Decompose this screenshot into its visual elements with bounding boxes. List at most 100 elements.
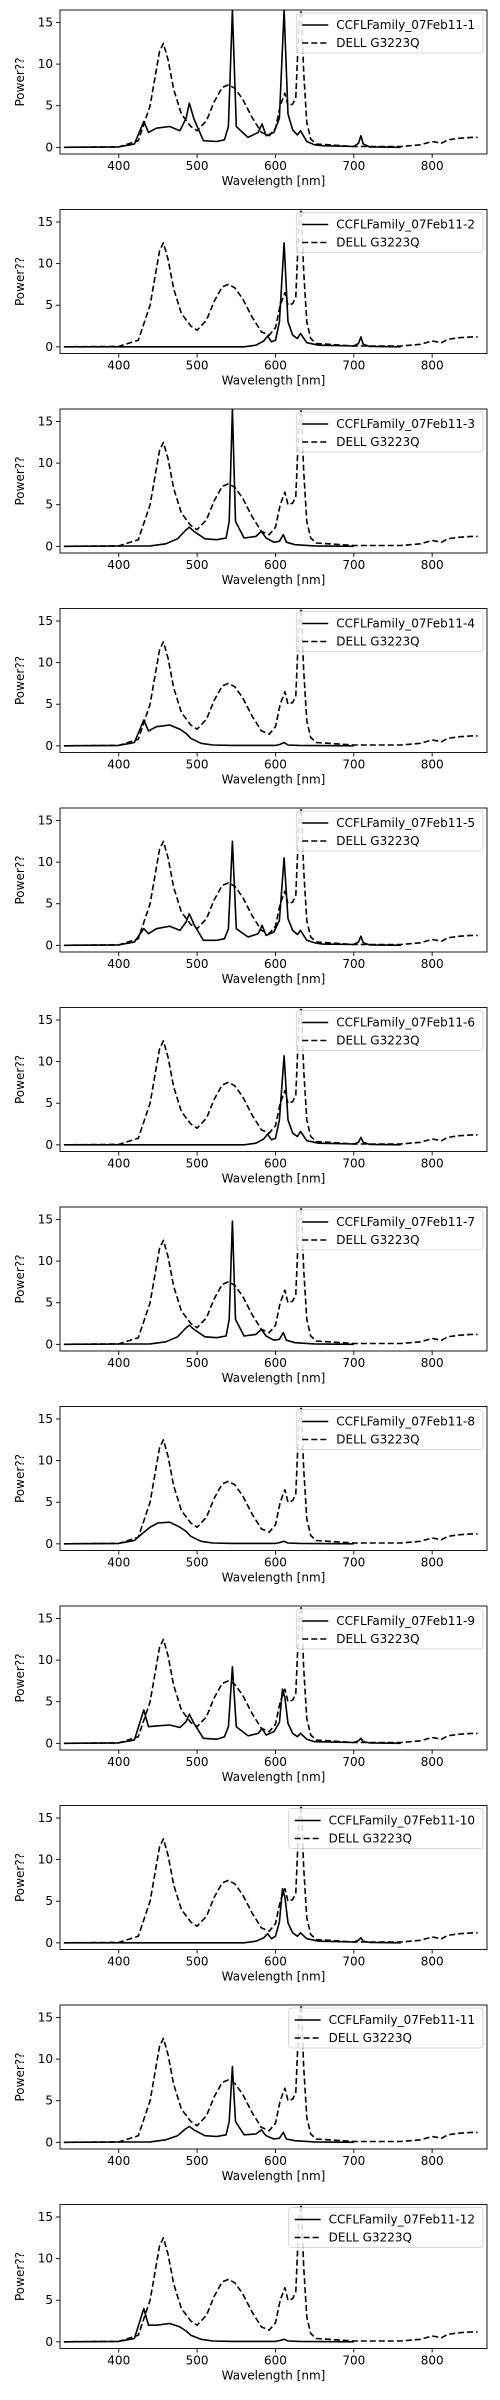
y-tick-label: 15 [38,414,53,428]
legend: CCFLFamily_07Feb11-4 DELL G3223Q [295,611,484,652]
x-tick-label: 500 [186,359,209,373]
x-tick-label: 600 [264,558,287,572]
subplot-2: 400 500 600 700 800 0 5 10 15 Wavelength [nm] Powe… [13,209,488,388]
subplot-4: 400 500 600 700 800 0 5 10 15 Wavelength [nm] Powe… [13,608,488,787]
x-axis-label: Wavelength [nm] [222,374,326,388]
x-tick-label: 400 [107,758,130,772]
y-tick-label: 15 [38,2010,53,2024]
legend-label-1: CCFLFamily_07Feb11-8 [336,1415,475,1429]
legend: CCFLFamily_07Feb11-12 DELL G3223Q [288,2207,484,2248]
y-axis-label: Power?? [13,656,27,705]
x-axis-label: Wavelength [nm] [222,1970,326,1984]
legend-label-1: CCFLFamily_07Feb11-4 [336,617,475,631]
x-tick-label: 600 [264,2354,287,2368]
x-tick-label: 400 [107,159,130,173]
subplot-12: 400 500 600 700 800 0 5 10 15 Wavelength [nm] Powe… [13,2204,488,2383]
subplot-8: 400 500 600 700 800 0 5 10 15 Wavelength [nm] Powe… [13,1406,488,1585]
series-line-1 [63,10,401,149]
x-tick-label: 800 [421,957,444,971]
y-tick-label: 15 [38,813,53,827]
legend: CCFLFamily_07Feb11-1 DELL G3223Q [295,12,484,54]
series-line-2 [63,10,478,149]
series-line-1 [63,1055,401,1146]
subplot-7: 400 500 600 700 800 0 5 10 15 Wavelength [nm] Powe… [13,1206,488,1385]
legend: CCFLFamily_07Feb11-3 DELL G3223Q [295,411,484,453]
y-tick-label: 5 [45,897,53,911]
x-tick-label: 800 [421,359,444,373]
x-tick-label: 500 [186,758,209,772]
x-tick-label: 400 [107,1556,130,1570]
x-tick-label: 600 [264,1157,287,1171]
x-tick-label: 500 [186,2154,209,2168]
legend: CCFLFamily_07Feb11-2 DELL G3223Q [295,212,484,253]
x-tick-label: 500 [186,957,209,971]
x-tick-label: 700 [342,159,365,173]
legend-box [295,1608,484,1650]
legend: CCFLFamily_07Feb11-6 DELL G3223Q [295,1010,484,1051]
y-tick-label: 0 [45,2135,53,2149]
series-line-2 [63,2204,478,2343]
legend-box [295,411,484,453]
y-tick-label: 0 [45,1138,53,1152]
axes-frame [59,1406,488,1551]
series-line-1 [63,1521,354,1545]
series-line-1 [63,840,401,947]
x-tick-label: 600 [264,1955,287,1969]
y-tick-label: 10 [38,1254,53,1268]
y-tick-label: 0 [45,2335,53,2349]
x-axis-label: Wavelength [nm] [222,2369,326,2383]
subplot-10: 400 500 600 700 800 0 5 10 15 Wavelength [nm] Powe… [13,1805,488,1984]
x-tick-label: 700 [342,1356,365,1370]
x-tick-label: 500 [186,2354,209,2368]
x-axis-label: Wavelength [nm] [222,174,326,188]
legend-label-2: DELL G3223Q [336,1233,419,1247]
legend-label-1: CCFLFamily_07Feb11-3 [336,417,475,431]
axes-frame [59,2004,488,2150]
y-axis-label: Power?? [13,2252,27,2301]
y-tick-label: 0 [45,1936,53,1950]
series-line-2 [63,1007,478,1146]
y-tick-label: 10 [38,2052,53,2066]
series-line-1 [63,719,354,747]
x-tick-label: 600 [264,758,287,772]
subplot-9: 400 500 600 700 800 0 5 10 15 Wavelength [nm] Powe… [13,1605,488,1784]
legend-label-2: DELL G3223Q [336,36,419,50]
y-axis-label: Power?? [13,1653,27,1702]
x-tick-label: 700 [342,1556,365,1570]
x-tick-label: 800 [421,1755,444,1769]
x-tick-label: 600 [264,957,287,971]
x-tick-label: 400 [107,2154,130,2168]
y-tick-label: 5 [45,1495,53,1509]
y-tick-label: 5 [45,298,53,312]
y-tick-label: 0 [45,1337,53,1351]
legend-label-1: CCFLFamily_07Feb11-10 [329,1814,475,1828]
x-tick-label: 700 [342,758,365,772]
y-tick-label: 5 [45,697,53,711]
x-tick-label: 700 [342,558,365,572]
x-axis-label: Wavelength [nm] [222,573,326,587]
y-axis-label: Power?? [13,57,27,106]
legend-label-1: CCFLFamily_07Feb11-2 [336,218,475,232]
legend-label-1: CCFLFamily_07Feb11-11 [329,2013,475,2027]
y-axis-label: Power?? [13,1055,27,1104]
x-tick-label: 500 [186,1755,209,1769]
x-tick-label: 500 [186,1556,209,1570]
legend-label-1: CCFLFamily_07Feb11-6 [336,1016,475,1030]
legend-box [295,810,484,852]
x-tick-label: 800 [421,758,444,772]
y-tick-label: 10 [38,456,53,470]
x-tick-label: 600 [264,1356,287,1370]
x-tick-label: 400 [107,558,130,572]
legend-box [288,2207,484,2248]
x-axis-label: Wavelength [nm] [222,1172,326,1186]
y-tick-label: 5 [45,1894,53,1908]
legend-label-1: CCFLFamily_07Feb11-7 [336,1215,475,1229]
y-tick-label: 0 [45,140,53,154]
x-tick-label: 800 [421,1556,444,1570]
legend-label-2: DELL G3223Q [329,2231,412,2245]
legend-label-2: DELL G3223Q [336,1433,419,1447]
legend-label-2: DELL G3223Q [336,1034,419,1048]
x-tick-label: 400 [107,1755,130,1769]
x-axis-label: Wavelength [nm] [222,1571,326,1585]
